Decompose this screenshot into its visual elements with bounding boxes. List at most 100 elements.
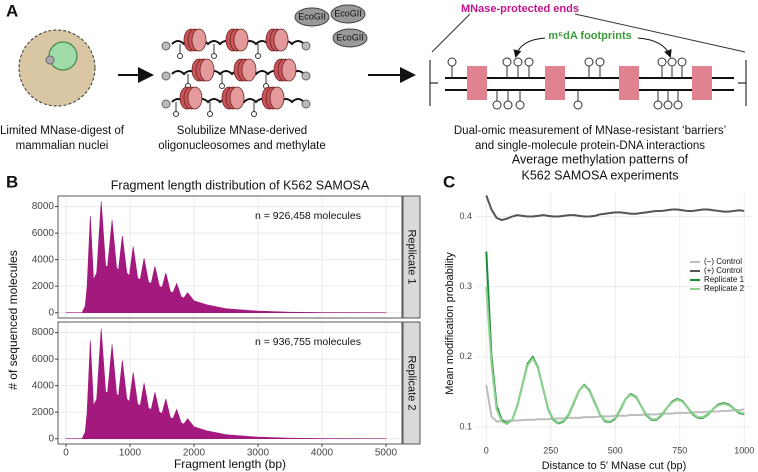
x-tick-label: 500: [608, 445, 623, 455]
nucleosome: [269, 86, 285, 110]
y-tick-label: 0: [48, 307, 54, 318]
nucleosome: [281, 58, 297, 82]
protected-region: [467, 66, 487, 100]
step-caption: Limited MNase-digest of: [0, 125, 125, 137]
step-caption: oligonucleosomes and methylate: [158, 140, 326, 152]
series-line: [485, 286, 745, 426]
nucleosome: [273, 28, 289, 52]
methyl-mark: [447, 57, 457, 67]
methyl-mark: [515, 100, 525, 110]
step-caption: Solubilize MNase-derived: [177, 125, 307, 137]
mnase: [161, 99, 171, 109]
y-tick-label: 6000: [32, 354, 55, 365]
facet-strip: [402, 321, 421, 445]
nucleus: [18, 29, 96, 107]
methyl-mark: [584, 57, 594, 67]
methyl-mark: [573, 100, 583, 110]
chart-title: Fragment length distribution of K562 SAM…: [111, 178, 370, 192]
y-tick-label: 4000: [32, 380, 55, 391]
protected-region: [692, 66, 712, 100]
methyl-mark: [524, 57, 534, 67]
methyl-mark: [503, 100, 513, 110]
nucleosome: [191, 28, 207, 52]
legend-label: Replicate 2: [704, 284, 745, 293]
step-caption: Dual-omic measurement of MNase-resistant…: [454, 125, 726, 137]
methyl-mark: [595, 57, 605, 67]
oligonucleosomes: [161, 28, 311, 117]
y-tick-label: 8000: [32, 327, 55, 338]
x-tick-label: 1000: [119, 448, 142, 459]
panel-border: [57, 195, 403, 319]
methyl-mark: [251, 111, 257, 117]
facet-label: Replicate 2: [406, 355, 418, 410]
histogram-area: [65, 328, 387, 440]
methyl-mark: [219, 83, 225, 89]
footprint-label: m⁶dA footprints: [548, 30, 631, 42]
panel-label: C: [443, 172, 455, 191]
x-axis-label: Distance to 5′ MNase cut (bp): [542, 460, 687, 472]
x-tick-label: 0: [484, 445, 489, 455]
mnase: [301, 99, 311, 109]
ends-label: MNase-protected ends: [461, 3, 579, 15]
legend-label: (−) Control: [704, 257, 742, 266]
histogram-area: [65, 201, 387, 314]
methyl-mark: [255, 53, 261, 59]
x-tick-label: 3000: [247, 448, 270, 459]
molecule-diagram: MNase-protected ends m⁶dA footprints: [429, 3, 747, 110]
x-tick-label: 0: [63, 448, 69, 459]
y-tick-label: 2000: [32, 407, 55, 418]
x-tick-label: 1000: [734, 445, 754, 455]
nucleosome: [229, 86, 245, 110]
panel-border: [57, 321, 403, 445]
protected-region: [545, 66, 565, 100]
mnase: [301, 71, 311, 81]
methyl-mark: [657, 57, 667, 67]
y-tick-label: 0.2: [459, 351, 472, 361]
chart-title: Average methylation patterns of: [512, 152, 689, 166]
y-tick-label: 2000: [32, 281, 55, 292]
x-tick-label: 5000: [375, 448, 398, 459]
enzyme-label: EcoGII: [334, 8, 362, 18]
x-tick-label: 250: [543, 445, 558, 455]
legend-label: Replicate 1: [704, 275, 745, 284]
methyl-mark: [667, 57, 677, 67]
y-tick-label: 0: [48, 433, 54, 444]
enzymes: EcoGII EcoGII EcoGII: [294, 4, 368, 48]
facet-strip: [402, 195, 421, 319]
annotation: n = 936,755 molecules: [255, 336, 361, 348]
y-tick-label: 6000: [32, 228, 55, 239]
methyl-mark: [207, 111, 213, 117]
x-tick-label: 4000: [311, 448, 334, 459]
methyl-mark: [673, 100, 683, 110]
legend-label: (+) Control: [704, 266, 742, 275]
methyl-mark: [177, 53, 183, 59]
methyl-mark: [502, 57, 512, 67]
series-line: [485, 384, 745, 423]
facet-label: Replicate 1: [406, 229, 418, 284]
y-axis-label: # of sequenced molecules: [6, 250, 20, 389]
y-tick-label: 0.1: [459, 421, 472, 431]
x-axis-label: Fragment length (bp): [174, 457, 286, 471]
step-caption: mammalian nuclei: [16, 140, 109, 152]
methyl-mark: [492, 100, 502, 110]
methyl-mark: [173, 111, 179, 117]
annotation: n = 926,458 molecules: [255, 210, 361, 222]
step-caption: and single-molecule protein-DNA interact…: [475, 140, 705, 152]
x-tick-label: 750: [672, 445, 687, 455]
panel-label: A: [6, 1, 18, 20]
mnase: [161, 71, 171, 81]
methyl-mark: [653, 100, 663, 110]
panel-label: B: [6, 172, 18, 191]
y-tick-label: 8000: [32, 201, 55, 212]
methyl-mark: [677, 57, 687, 67]
y-tick-label: 0.3: [459, 281, 472, 291]
y-tick-label: 4000: [32, 254, 55, 265]
protected-region: [619, 66, 639, 100]
y-tick-label: 0.4: [459, 211, 472, 221]
methyl-mark: [663, 100, 673, 110]
x-tick-label: 2000: [183, 448, 206, 459]
nucleosome: [241, 58, 257, 82]
chart-title: K562 SAMOSA experiments: [521, 168, 678, 182]
y-axis-label: Mean modification probability: [444, 252, 456, 395]
